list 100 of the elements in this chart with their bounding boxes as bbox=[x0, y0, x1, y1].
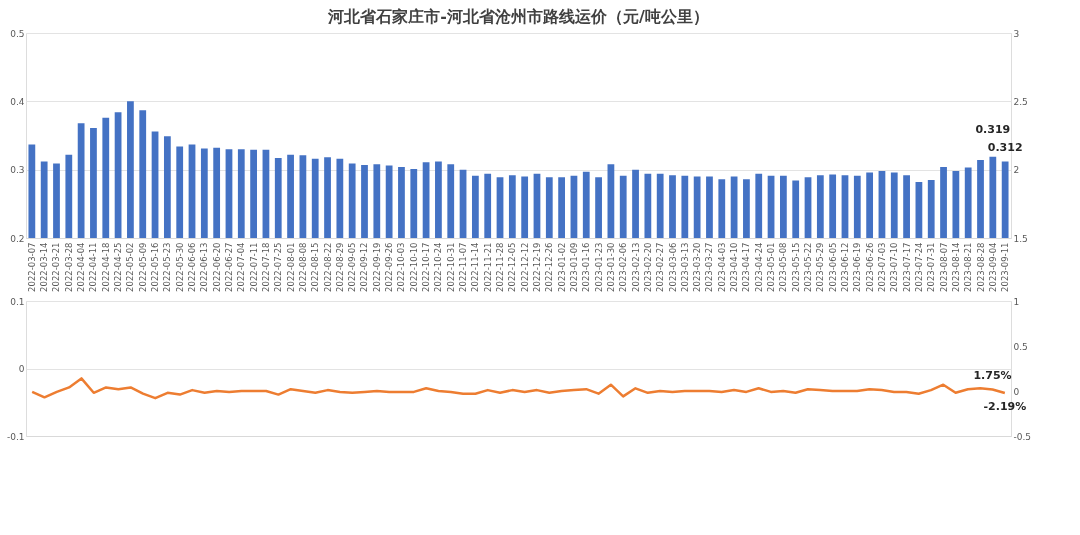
x-tick-label: 2022-03-14 bbox=[39, 242, 50, 292]
x-tick-label: 2023-02-20 bbox=[642, 242, 653, 292]
x-tick-label: 2023-04-24 bbox=[753, 242, 764, 292]
y-tick-label: 0.3 bbox=[10, 165, 25, 176]
x-tick-label: 2023-01-09 bbox=[568, 242, 579, 292]
data-label: -2.19% bbox=[983, 399, 1027, 413]
x-tick-label: 2022-10-03 bbox=[396, 242, 407, 292]
x-tick-label: 2022-04-18 bbox=[100, 242, 111, 292]
x-tick-label: 2023-08-14 bbox=[950, 242, 961, 292]
x-tick-label: 2022-12-12 bbox=[519, 242, 530, 292]
x-tick-label: 2023-02-27 bbox=[655, 242, 666, 292]
x-tick-label: 2022-05-30 bbox=[174, 242, 185, 292]
x-tick-label: 2023-08-07 bbox=[938, 242, 949, 292]
x-tick-label: 2022-11-14 bbox=[470, 242, 481, 292]
x-tick-label: 2023-01-16 bbox=[581, 242, 592, 292]
x-tick-label: 2022-07-25 bbox=[273, 242, 284, 292]
x-tick-label: 2023-03-13 bbox=[679, 242, 690, 292]
x-tick-label: 2023-03-27 bbox=[704, 242, 715, 292]
y2-tick-label: -0.5 bbox=[1013, 431, 1032, 442]
x-tick-label: 2023-06-05 bbox=[827, 242, 838, 292]
x-tick-label: 2022-08-08 bbox=[297, 242, 308, 292]
x-tick-label: 2022-09-05 bbox=[347, 242, 358, 292]
x-tick-label: 2022-06-27 bbox=[223, 242, 234, 292]
x-tick-label: 2022-11-28 bbox=[495, 242, 506, 292]
x-tick-label: 2023-03-20 bbox=[692, 242, 703, 292]
x-tick-label: 2023-06-26 bbox=[864, 242, 875, 292]
x-tick-label: 2022-05-23 bbox=[162, 242, 173, 292]
x-tick-label: 2023-01-02 bbox=[556, 242, 567, 292]
x-tick-label: 2023-09-11 bbox=[1000, 242, 1011, 292]
x-tick-label: 2022-07-18 bbox=[260, 242, 271, 292]
x-tick-label: 2023-04-17 bbox=[741, 242, 752, 292]
y-tick-label: -0.1 bbox=[6, 431, 25, 442]
data-label: 1.75% bbox=[973, 369, 1012, 383]
x-tick-label: 2023-05-01 bbox=[766, 242, 777, 292]
x-tick-label: 2023-02-06 bbox=[618, 242, 629, 292]
y2-tick-label: 1 bbox=[1013, 296, 1020, 307]
y2-tick-label: 0 bbox=[1013, 386, 1020, 397]
x-tick-label: 2023-04-10 bbox=[729, 242, 740, 292]
x-tick-label: 2023-01-23 bbox=[593, 242, 604, 292]
x-tick-label: 2023-07-31 bbox=[926, 242, 937, 292]
x-tick-label: 2022-10-24 bbox=[433, 242, 444, 292]
x-tick-label: 2023-09-04 bbox=[987, 242, 998, 292]
y2-tick-label: 2.5 bbox=[1013, 96, 1028, 107]
x-tick-label: 2022-10-31 bbox=[445, 242, 456, 292]
x-tick-label: 2022-06-06 bbox=[187, 242, 198, 292]
data-label: 0.319 bbox=[975, 122, 1011, 136]
x-tick-label: 2022-12-19 bbox=[531, 242, 542, 292]
x-tick-label: 2023-07-24 bbox=[913, 242, 924, 292]
x-tick-label: 2022-05-16 bbox=[150, 242, 161, 292]
x-tick-label: 2022-08-22 bbox=[322, 242, 333, 292]
x-tick-label: 2023-08-21 bbox=[963, 242, 974, 292]
x-tick-label: 2022-05-09 bbox=[137, 242, 148, 292]
x-tick-label: 2022-03-28 bbox=[63, 242, 74, 292]
x-tick-label: 2023-07-17 bbox=[901, 242, 912, 292]
y-tick-label: 0.5 bbox=[10, 28, 25, 39]
x-tick-label: 2022-09-26 bbox=[384, 242, 395, 292]
x-tick-label: 2023-07-10 bbox=[889, 242, 900, 292]
y2-tick-label: 0.5 bbox=[1013, 341, 1028, 352]
x-tick-label: 2022-03-21 bbox=[51, 242, 62, 292]
x-tick-label: 2023-08-28 bbox=[975, 242, 986, 292]
line-series bbox=[30, 377, 1007, 400]
x-tick-label: 2022-12-26 bbox=[544, 242, 555, 292]
x-tick-label: 2022-08-01 bbox=[285, 242, 296, 292]
x-tick-label: 2022-10-17 bbox=[421, 242, 432, 292]
x-tick-label: 2022-06-20 bbox=[211, 242, 222, 292]
y-tick-label: 0.4 bbox=[10, 96, 25, 107]
chart-title: 河北省石家庄市-河北省沧州市路线运价（元/吨公里） bbox=[327, 7, 709, 26]
x-tick-label: 2023-05-15 bbox=[790, 242, 801, 292]
x-tick-label: 2023-05-29 bbox=[815, 242, 826, 292]
x-tick-label: 2023-01-30 bbox=[605, 242, 616, 292]
x-tick-label: 2023-07-03 bbox=[876, 242, 887, 292]
x-tick-label: 2022-06-13 bbox=[199, 242, 210, 292]
x-tick-label: 2022-11-21 bbox=[482, 242, 493, 292]
y2-tick-label: 2 bbox=[1013, 165, 1020, 176]
x-tick-label: 2023-05-22 bbox=[803, 242, 814, 292]
x-tick-label: 2022-09-19 bbox=[371, 242, 382, 292]
x-tick-label: 2023-02-13 bbox=[630, 242, 641, 292]
x-tick-label: 2022-05-02 bbox=[125, 242, 136, 292]
y2-tick-label: 3 bbox=[1013, 28, 1020, 39]
y-tick-label: 0.2 bbox=[10, 233, 25, 244]
x-tick-label: 2022-09-12 bbox=[359, 242, 370, 292]
x-tick-label: 2022-12-05 bbox=[507, 242, 518, 292]
y-tick-label: 0 bbox=[18, 364, 25, 374]
data-label: 0.312 bbox=[987, 141, 1023, 155]
x-tick-label: 2022-04-11 bbox=[88, 242, 99, 292]
x-tick-label: 2023-03-06 bbox=[667, 242, 678, 292]
x-tick-label: 2022-03-07 bbox=[26, 242, 37, 292]
x-tick-label: 2022-04-04 bbox=[76, 242, 87, 292]
x-tick-label: 2022-07-11 bbox=[248, 242, 259, 292]
x-tick-label: 2022-07-04 bbox=[236, 242, 247, 292]
x-tick-label: 2022-04-25 bbox=[113, 242, 124, 292]
x-tick-label: 2022-11-07 bbox=[458, 242, 469, 292]
x-tick-label: 2022-08-15 bbox=[310, 242, 321, 292]
x-tick-label: 2022-08-29 bbox=[334, 242, 345, 292]
x-tick-label: 2023-05-08 bbox=[778, 242, 789, 292]
x-tick-label: 2023-04-03 bbox=[716, 242, 727, 292]
y2-tick-label: 1.5 bbox=[1013, 233, 1028, 244]
y-tick-label: 0.1 bbox=[10, 296, 25, 307]
x-tick-label: 2023-06-12 bbox=[839, 242, 850, 292]
x-tick-label: 2023-06-19 bbox=[852, 242, 863, 292]
